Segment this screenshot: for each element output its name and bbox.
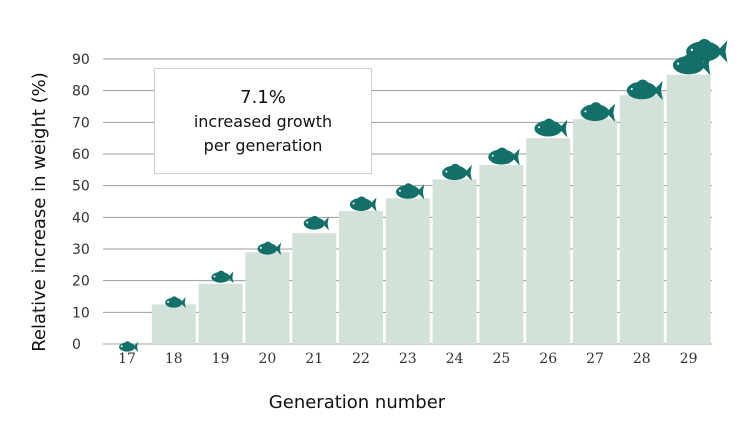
fish-icon: [626, 79, 663, 101]
fish-icon: [257, 241, 282, 256]
y-tick-label: 60: [72, 147, 90, 163]
y-tick-label: 70: [72, 115, 90, 131]
fish-icon: [165, 296, 186, 309]
x-tick-label: 19: [212, 351, 230, 367]
fish-icon: [580, 102, 615, 122]
growth-annotation-box: 7.1% increased growth per generation: [154, 68, 372, 174]
x-tick-label: 18: [165, 351, 183, 367]
y-tick-label: 30: [72, 242, 90, 258]
annotation-line-1: 7.1%: [240, 86, 286, 108]
x-tick-label: 23: [399, 351, 417, 367]
y-tick-label: 80: [72, 84, 90, 100]
bar-gen-18: [151, 304, 196, 344]
fish-icon: [442, 163, 472, 181]
y-tick-label: 10: [72, 305, 90, 321]
x-tick-label: 29: [680, 351, 698, 367]
annotation-line-2: increased growth: [193, 111, 333, 131]
x-tick-label: 27: [586, 351, 604, 367]
bar-gen-28: [619, 95, 664, 345]
x-tick-label: 24: [446, 351, 464, 367]
y-tick-label: 40: [72, 210, 90, 226]
x-tick-label: 25: [492, 351, 510, 367]
fish-icon: [303, 215, 329, 231]
fish-icon: [395, 183, 425, 200]
y-tick-label: 90: [72, 52, 90, 68]
fish-markers: [119, 38, 728, 353]
y-tick-label: 50: [72, 179, 90, 195]
fish-icon: [488, 147, 520, 166]
x-tick-label: 17: [118, 351, 136, 367]
fish-icon: [119, 341, 138, 353]
bar-gen-29: [666, 74, 711, 344]
bar-gen-23: [385, 198, 430, 344]
bar-gen-21: [292, 233, 337, 344]
y-tick-label: 20: [72, 274, 90, 290]
bar-gen-26: [526, 138, 571, 344]
x-tick-labels: 17 18 19 20 21 22 23 24 25 26 27 28 29: [118, 351, 697, 367]
bars: [151, 74, 711, 345]
bar-gen-27: [573, 119, 617, 345]
fish-icon: [349, 196, 377, 212]
x-tick-label: 26: [539, 351, 557, 367]
x-tick-label: 22: [352, 351, 370, 367]
x-tick-label: 21: [305, 351, 323, 367]
y-tick-label: 0: [72, 337, 81, 353]
bar-gen-25: [479, 165, 524, 344]
bar-gen-20: [245, 252, 290, 344]
y-tick-labels: 0 10 20 30 40 50 60 70 80 90: [72, 52, 90, 353]
x-tick-label: 28: [633, 351, 651, 367]
bar-gen-19: [198, 283, 243, 344]
bar-gen-24: [432, 179, 477, 344]
x-axis-label: Generation number: [269, 392, 446, 413]
fish-icon: [534, 118, 568, 138]
annotation-line-3: per generation: [203, 135, 323, 155]
fish-icon: [211, 270, 234, 284]
fish-icon: [686, 38, 728, 63]
bar-gen-22: [339, 211, 383, 344]
y-axis-label: Relative increase in weight (%): [29, 72, 50, 352]
x-tick-label: 20: [258, 351, 276, 367]
